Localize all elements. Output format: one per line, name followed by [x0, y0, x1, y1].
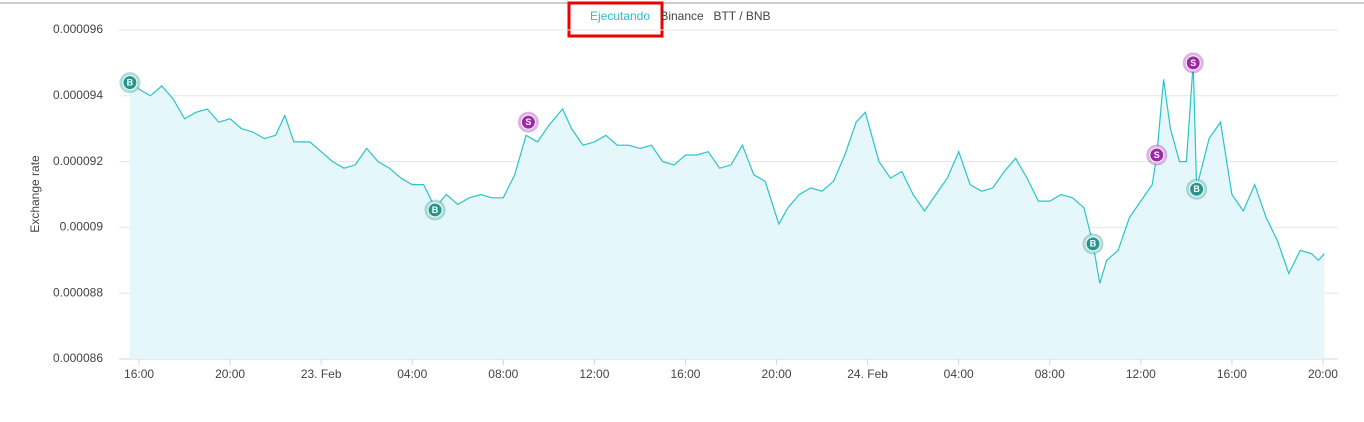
x-tick-label: 24. Feb — [847, 367, 888, 381]
x-tick-label: 08:00 — [488, 367, 518, 381]
pair: BTT / BNB — [713, 9, 770, 23]
marker-label: B — [1090, 239, 1097, 249]
trade-marker[interactable]: B — [119, 72, 141, 94]
x-tick-label: 16:00 — [124, 367, 154, 381]
x-tick-label: 20:00 — [762, 367, 792, 381]
marker-dot — [1150, 148, 1164, 162]
marker-label: B — [432, 205, 439, 215]
marker-dot — [1086, 237, 1100, 251]
marker-label: B — [1193, 184, 1200, 194]
trade-marker[interactable]: S — [1182, 52, 1204, 74]
highlight-box — [567, 1, 664, 38]
marker-dot — [1186, 56, 1200, 70]
marker-label: B — [127, 78, 134, 88]
marker-dot — [521, 115, 535, 129]
x-tick-label: 20:00 — [1308, 367, 1338, 381]
y-tick-label: 0.00009 — [60, 220, 104, 234]
x-tick-label: 23. Feb — [301, 367, 342, 381]
trade-marker[interactable]: S — [1146, 144, 1168, 166]
marker-dot — [428, 203, 442, 217]
marker-dot — [123, 76, 137, 90]
x-tick-label: 16:00 — [1217, 367, 1247, 381]
x-tick-label: 12:00 — [579, 367, 609, 381]
x-tick-label: 20:00 — [215, 367, 245, 381]
marker-dot — [1190, 182, 1204, 196]
marker-label: S — [1190, 58, 1196, 68]
y-tick-label: 0.000092 — [53, 154, 103, 168]
trade-marker[interactable]: B — [1186, 178, 1208, 200]
x-tick-label: 12:00 — [1126, 367, 1156, 381]
exchange: Binance — [660, 9, 704, 23]
x-tick-label: 16:00 — [670, 367, 700, 381]
x-tick-label: 08:00 — [1035, 367, 1065, 381]
trade-marker[interactable]: S — [517, 111, 539, 133]
trade-marker[interactable]: B — [1082, 233, 1104, 255]
y-tick-label: 0.000088 — [53, 285, 103, 299]
y-axis-title: Exchange rate — [28, 155, 42, 233]
trade-marker[interactable]: B — [424, 199, 446, 221]
y-tick-label: 0.000096 — [53, 22, 103, 36]
x-tick-label: 04:00 — [397, 367, 427, 381]
x-tick-label: 04:00 — [944, 367, 974, 381]
y-tick-label: 0.000094 — [53, 88, 103, 102]
marker-label: S — [525, 117, 531, 127]
y-tick-label: 0.000086 — [53, 351, 103, 365]
price-line — [129, 62, 1325, 284]
status[interactable]: Ejecutando — [590, 9, 650, 23]
marker-label: S — [1154, 150, 1160, 160]
area-fill — [129, 62, 1325, 360]
